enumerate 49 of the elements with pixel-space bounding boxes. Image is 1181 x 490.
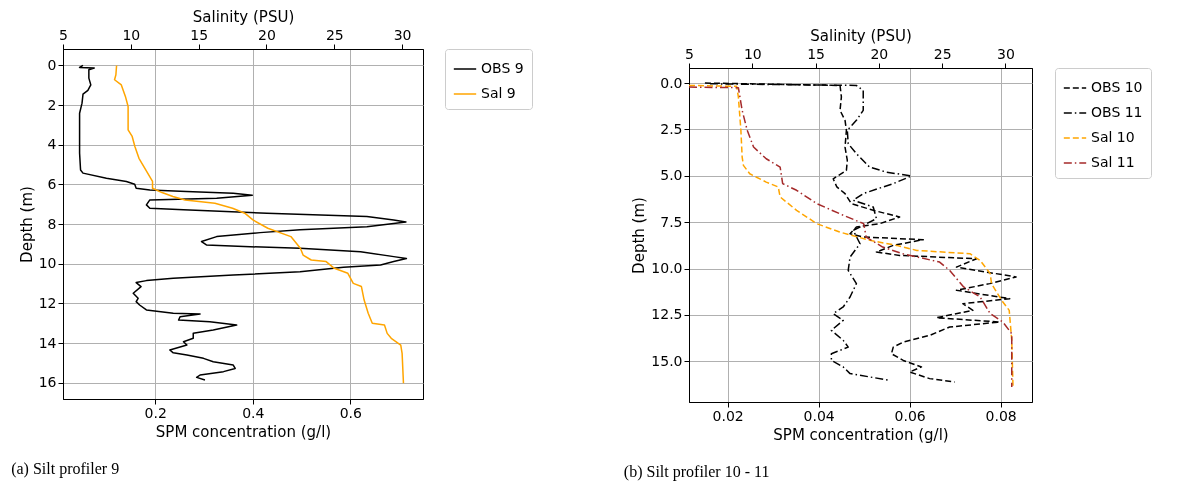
x-tick-label: 0.06 (894, 407, 926, 424)
y-tick-label: 10.0 (651, 260, 683, 277)
x2-tick-label: 10 (122, 26, 141, 43)
x-axis-title: SPM concentration (g/l) (773, 425, 949, 444)
x-tick-label: 0.02 (712, 407, 744, 424)
text: (b) Silt profiler 10 - 11 (623, 463, 770, 481)
x2-tick-label: 25 (325, 26, 344, 43)
y-tick-label: 8 (47, 215, 57, 232)
y-tick-label: 14 (38, 334, 57, 351)
x-tick-label: 0.04 (803, 407, 835, 424)
x2-tick-label: 15 (190, 26, 209, 43)
legend-label: Sal 11 (1091, 154, 1135, 170)
x2-tick-label: 30 (997, 45, 1015, 62)
x2-tick-label: 15 (807, 45, 825, 62)
y-tick-label: 10 (38, 255, 57, 272)
y-tick-label: 5.0 (660, 167, 683, 184)
x2-tick-label: 5 (685, 45, 694, 62)
x-tick-label: 0.4 (242, 404, 265, 421)
y-tick-label: 12.5 (651, 306, 683, 323)
y-tick-label: 2.5 (660, 120, 683, 137)
y-tick-label: 12 (38, 294, 57, 311)
y-tick-label: 7.5 (660, 213, 683, 230)
x2-tick-label: 20 (258, 26, 276, 43)
text: (a) Silt profiler 9 (11, 460, 120, 478)
legend-label: OBS 9 (481, 60, 524, 76)
y-tick-label: 0 (47, 56, 57, 73)
x2-tick-label: 20 (870, 45, 889, 62)
x-axis-title: SPM concentration (g/l) (155, 422, 332, 441)
y-tick-label: 15.0 (651, 352, 683, 369)
legend-label: OBS 11 (1091, 104, 1143, 120)
x-tick-label: 0.08 (985, 407, 1017, 424)
y-axis-title: Depth (m) (630, 197, 649, 274)
x2-axis-title: Salinity (PSU) (192, 7, 295, 26)
x-tick-label: 0.6 (339, 404, 363, 421)
y-tick-label: 6 (47, 175, 57, 192)
legend-label: OBS 10 (1091, 79, 1143, 95)
x2-tick-label: 10 (743, 45, 762, 62)
y-tick-label: 4 (47, 136, 57, 153)
y-tick-label: 2 (47, 96, 57, 113)
y-tick-label: 0.0 (660, 74, 683, 91)
x2-tick-label: 25 (933, 45, 952, 62)
y-axis-title: Depth (m) (17, 186, 36, 263)
legend-label: Sal 10 (1091, 129, 1135, 145)
x-tick-label: 0.2 (144, 404, 167, 421)
y-tick-label: 16 (38, 374, 57, 391)
legend-label: Sal 9 (481, 85, 516, 101)
x2-axis-title: Salinity (PSU) (810, 26, 912, 45)
x2-tick-label: 5 (59, 26, 68, 43)
x2-tick-label: 30 (393, 26, 412, 43)
